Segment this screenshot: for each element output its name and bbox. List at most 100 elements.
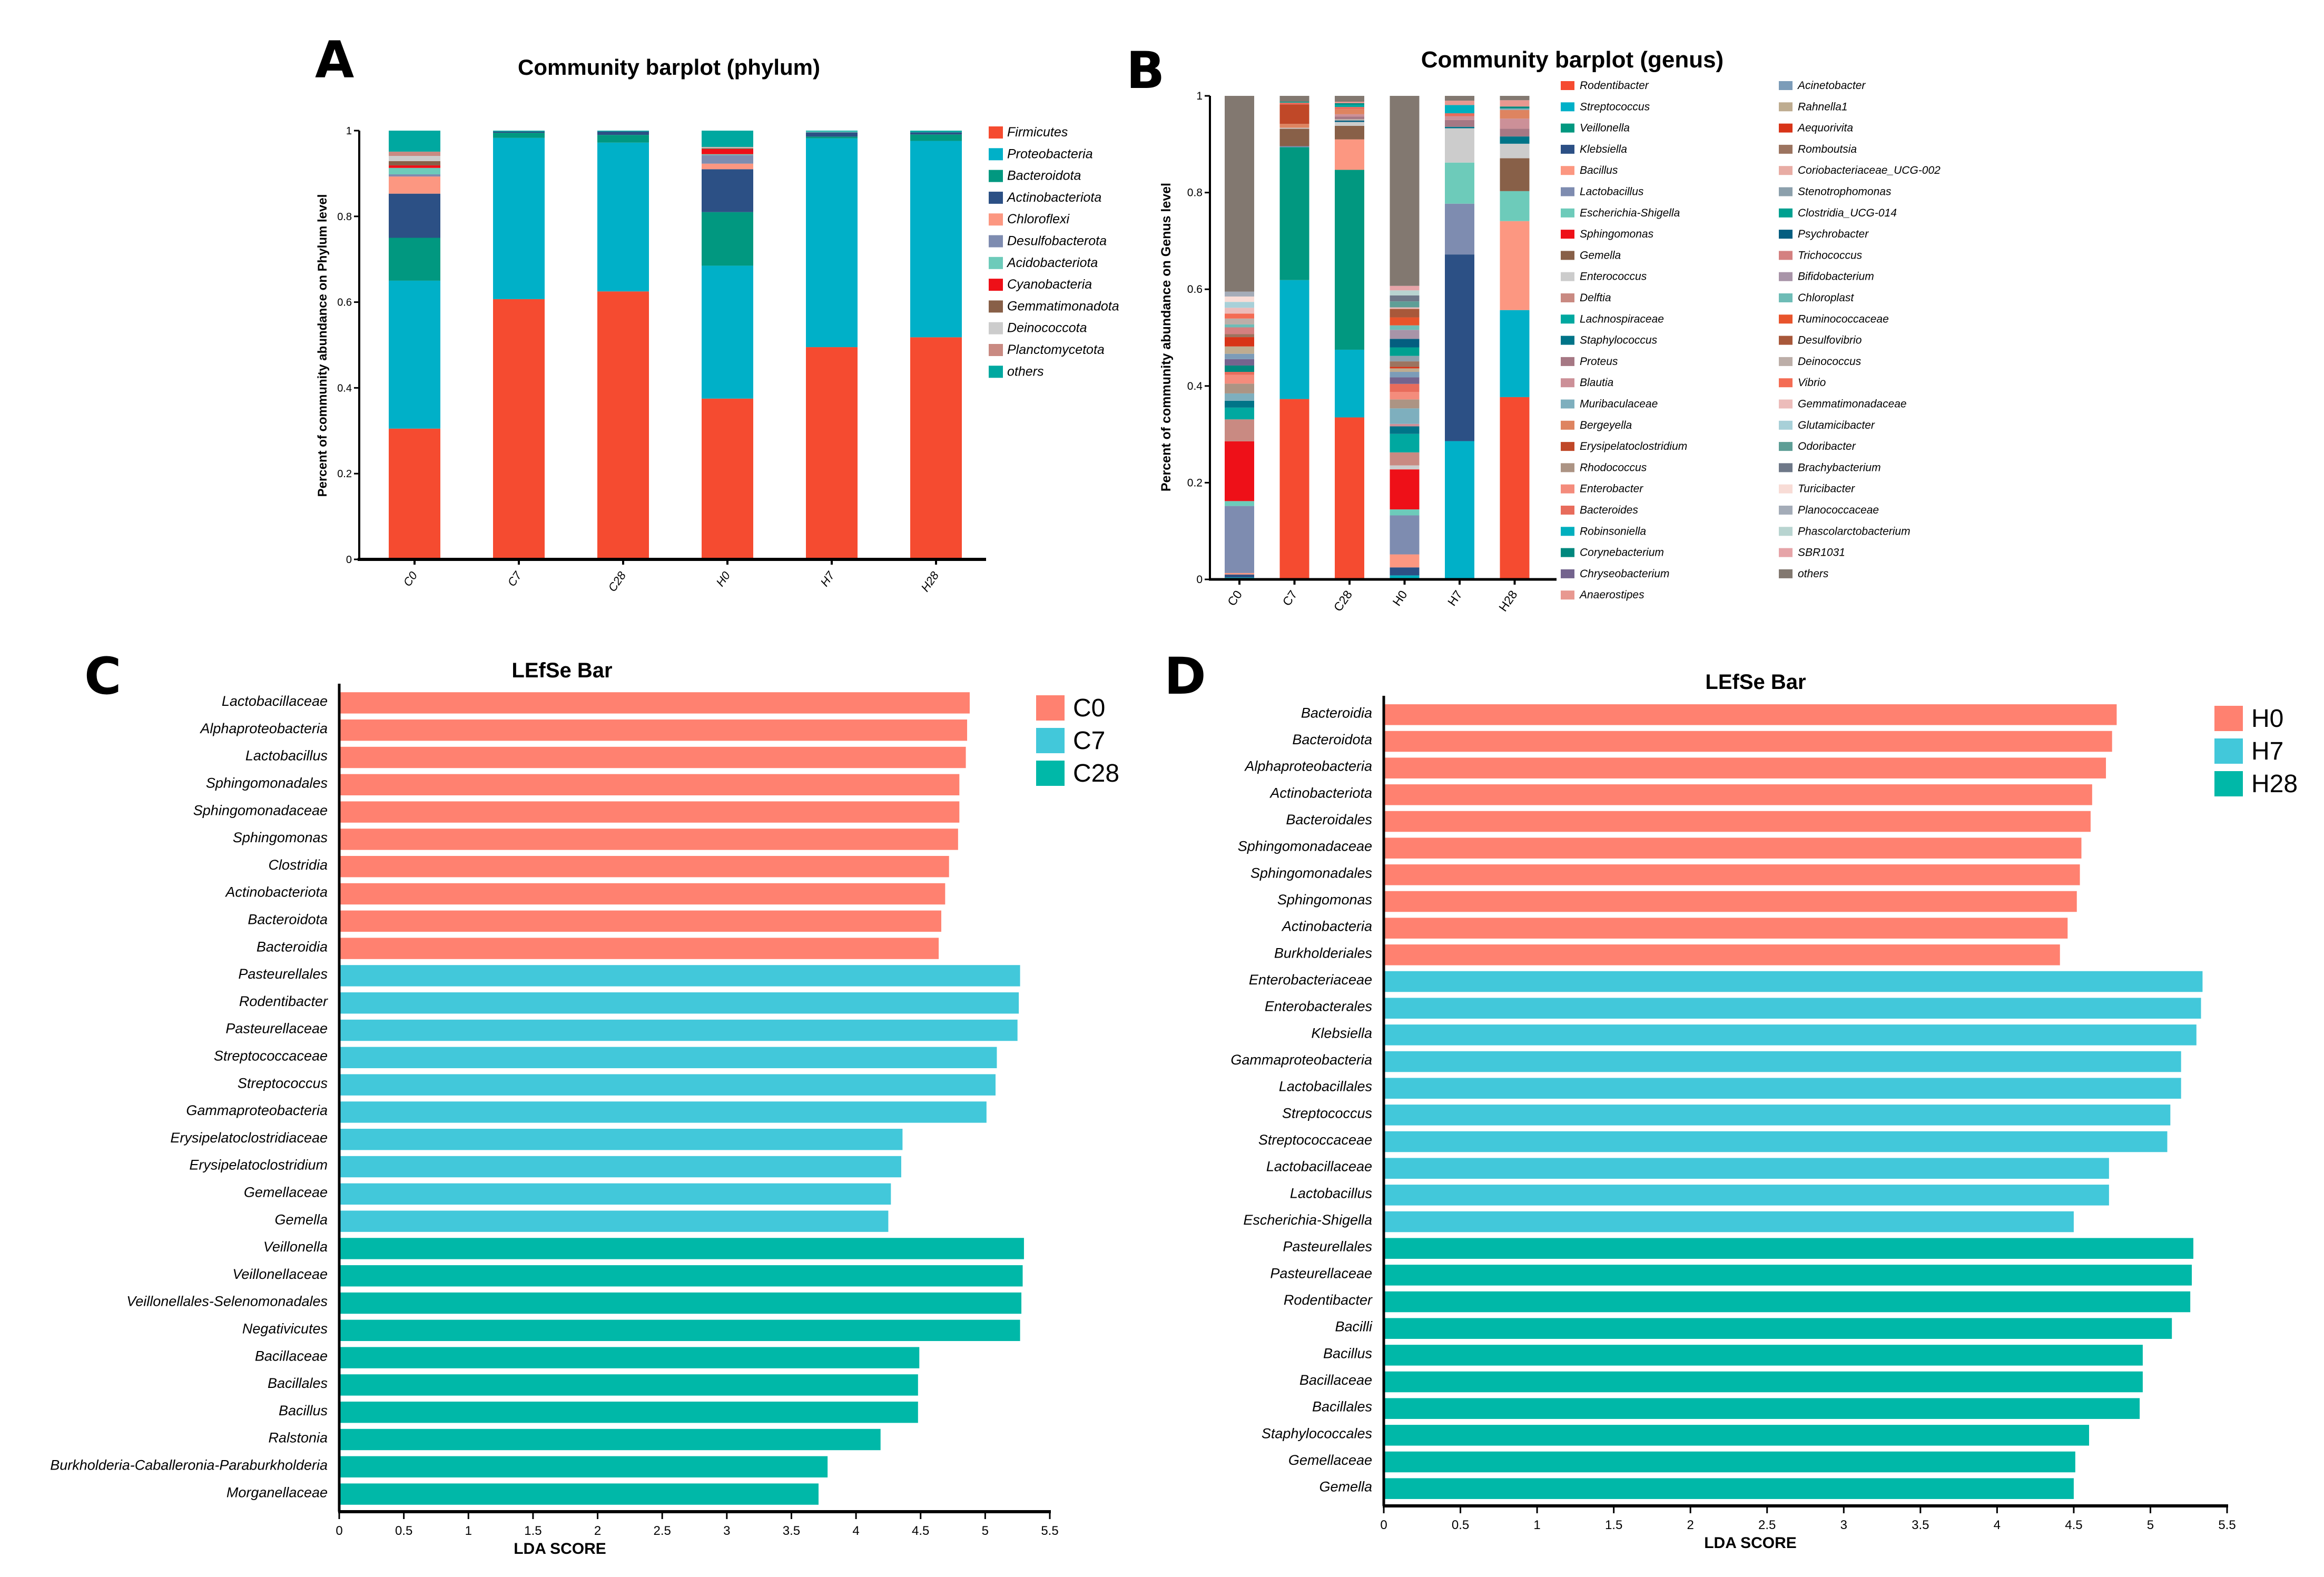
x-tick-label: 2 xyxy=(1687,1518,1694,1532)
bar-segment-h0-enterococcus xyxy=(1390,465,1420,470)
legend-swatch-proteus xyxy=(1561,357,1574,366)
legend-swatch-chryseobacterium xyxy=(1561,569,1574,578)
legend-label-chloroplast: Chloroplast xyxy=(1798,292,1854,304)
x-tick-label: 4 xyxy=(1994,1518,2001,1532)
legend-label-firmicutes: Firmicutes xyxy=(1007,125,1068,140)
bar-segment-h0-others xyxy=(702,131,753,147)
bar-segment-c0-cyanobacteria xyxy=(389,165,440,168)
bar-segment-c28-bacillus xyxy=(1335,139,1364,170)
bar-segment-h0-stenotrophomonas xyxy=(1390,356,1420,362)
legend-label-rhodococcus: Rhodococcus xyxy=(1580,461,1647,474)
legend-swatch-robinsoniella xyxy=(1561,527,1574,536)
legend-label-psychrobacter: Psychrobacter xyxy=(1798,228,1869,240)
lda-bar-label-clostridia: Clostridia xyxy=(268,857,328,873)
lda-bar-label-sphingomonas: Sphingomonas xyxy=(1277,892,1372,908)
y-tick-label: 0 xyxy=(1196,574,1203,586)
legend-label-delftia: Delftia xyxy=(1580,292,1611,304)
legend-label-bacteroidota: Bacteroidota xyxy=(1007,169,1081,183)
bar-segment-c0-desulfobacterota xyxy=(389,174,440,177)
bar-segment-h7-others xyxy=(806,131,858,132)
legend-swatch-lachnospiraceae xyxy=(1561,314,1574,324)
bar-segment-h0-rhodococcus xyxy=(1390,399,1420,409)
legend-swatch-staphylococcus xyxy=(1561,336,1574,345)
lda-bar-lactobacillus xyxy=(1384,1185,2109,1206)
x-tick-label: 2.5 xyxy=(1758,1518,1776,1532)
x-tick-label: 1.5 xyxy=(1605,1518,1622,1532)
lda-bar-pasteurellales xyxy=(339,965,1020,987)
bar-segment-h0-romboutsia xyxy=(1390,361,1420,367)
legend-label-bergeyella: Bergeyella xyxy=(1580,419,1632,431)
x-tick-label: 5 xyxy=(982,1524,989,1538)
legend-label-deinococcus: Deinococcus xyxy=(1798,356,1862,368)
bar-segment-c0-chloroplast xyxy=(1225,324,1254,328)
bar-segment-h28-firmicutes xyxy=(910,337,962,559)
y-axis-title: Percent of community abundance on Genus … xyxy=(1159,183,1174,491)
legend-swatch-erysipelatoclostridium xyxy=(1561,442,1574,451)
legend-label-proteus: Proteus xyxy=(1580,356,1618,368)
lda-bar-label-gemella: Gemella xyxy=(1319,1479,1372,1495)
bar-segment-c0-corynebacterium xyxy=(1225,365,1254,372)
lda-bar-label-erysipelatoclostridiaceae: Erysipelatoclostridiaceae xyxy=(170,1130,328,1146)
bar-segment-h28-enterococcus xyxy=(1500,143,1530,159)
y-tick-label: 1 xyxy=(346,125,352,137)
lda-bar-label-sphingomonadaceae: Sphingomonadaceae xyxy=(193,802,328,818)
legend-swatch-odoribacter xyxy=(1779,442,1793,451)
bar-segment-c28-proteus xyxy=(1335,116,1364,120)
legend-swatch-gemmatimonadaceae xyxy=(1779,399,1793,409)
lda-bar-erysipelatoclostridiaceae xyxy=(339,1129,903,1150)
legend-swatch-sbr1031 xyxy=(1779,548,1793,557)
legend-swatch-proteobacteria xyxy=(989,148,1003,161)
bar-segment-h0-firmicutes xyxy=(702,398,753,559)
legend-swatch-ruminococcaceae xyxy=(1779,314,1793,324)
bar-segment-h0-enterobacter xyxy=(1390,392,1420,400)
lda-bar-bacteroidota xyxy=(1384,731,2112,752)
legend-swatch-others xyxy=(989,366,1003,378)
bar-segment-h0-chryseobacterium xyxy=(1390,377,1420,384)
legend-label-cyanobacteria: Cyanobacteria xyxy=(1007,277,1092,292)
lda-bar-bacteroidia xyxy=(339,938,939,959)
bar-segment-c28-bacteroidota xyxy=(597,135,649,143)
legend-label-desulfobacterota: Desulfobacterota xyxy=(1007,234,1107,249)
x-tick-label-h0: H0 xyxy=(713,569,733,589)
legend-label-staphylococcus: Staphylococcus xyxy=(1580,334,1658,347)
chart-d: LEfSe Bar Bacteroidia Bacteroidota Alphapro… xyxy=(1230,671,2298,1552)
legend-label-others: others xyxy=(1007,364,1043,379)
legend-swatch-vibrio xyxy=(1779,378,1793,388)
x-tick-label-h7: H7 xyxy=(818,569,837,589)
legend-label-chloroflexi: Chloroflexi xyxy=(1007,212,1070,226)
lda-bar-label-actinobacteriota: Actinobacteriota xyxy=(224,884,328,900)
y-axis-title: Percent of community abundance on Phylum… xyxy=(316,194,330,497)
legend-swatch-coriobacteriaceae-ucg-002 xyxy=(1779,166,1793,175)
bar-segment-h28-bacillus xyxy=(1500,221,1530,310)
legend-label-blautia: Blautia xyxy=(1580,377,1613,389)
legend-label-trichococcus: Trichococcus xyxy=(1798,249,1863,261)
bar-segment-h0-sphingomonas xyxy=(1390,469,1420,510)
bar-segment-h0-bacteroidota xyxy=(702,212,753,266)
lda-bar-label-bacteroidota: Bacteroidota xyxy=(1292,732,1372,747)
legend-swatch-psychrobacter xyxy=(1779,230,1793,239)
legend-swatch-h0 xyxy=(2214,706,2243,731)
bar-segment-h0-others xyxy=(1390,96,1420,286)
legend-label-deinococcota: Deinococcota xyxy=(1007,321,1087,336)
bar-segment-h0-odoribacter xyxy=(1390,301,1420,308)
bar-segment-c0-enterobacter xyxy=(1225,374,1254,384)
legend-label-c28: C28 xyxy=(1073,760,1119,787)
x-tick-label: 2.5 xyxy=(653,1524,671,1538)
bar-segment-h0-desulfobacterota xyxy=(702,155,753,164)
x-tick-label: 4.5 xyxy=(2065,1518,2082,1532)
legend-label-rahnella1: Rahnella1 xyxy=(1798,101,1848,113)
bar-segment-c0-planctomycetota xyxy=(389,151,440,156)
lda-bar-label-veillonella: Veillonella xyxy=(263,1239,328,1255)
lda-bar-label-morganellaceae: Morganellaceae xyxy=(227,1484,328,1500)
legend-swatch-c7 xyxy=(1036,728,1065,753)
bar-segment-c7-enterococcus xyxy=(1279,127,1309,129)
y-tick-label: 0.2 xyxy=(1187,477,1203,489)
bar-segment-h28-staphylococcus xyxy=(1500,136,1530,144)
legend-label-glutamicibacter: Glutamicibacter xyxy=(1798,419,1875,431)
lda-bar-streptococcus xyxy=(339,1074,996,1096)
bar-segment-c28-streptococcus xyxy=(1335,349,1364,418)
lda-bar-label-gammaproteobacteria: Gammaproteobacteria xyxy=(1230,1052,1372,1068)
bar-segment-c28-veillonella xyxy=(1335,170,1364,350)
x-tick-label-c28: C28 xyxy=(605,569,628,594)
chart-a-title: Community barplot (phylum) xyxy=(518,55,820,80)
